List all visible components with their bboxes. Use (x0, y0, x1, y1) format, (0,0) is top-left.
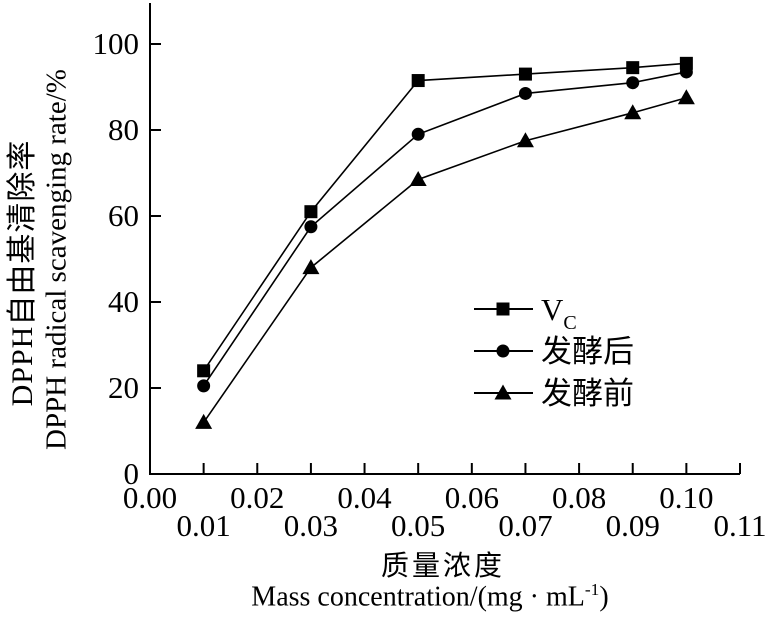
legend-item-1: VC (474, 292, 577, 334)
series-line (202, 71, 687, 387)
y-tick-label: 60 (108, 198, 139, 233)
square-marker (304, 205, 318, 219)
legend-label: VC (541, 292, 577, 334)
y-tick-label: 20 (108, 370, 139, 405)
circle-marker (411, 127, 425, 141)
square-marker (197, 364, 211, 378)
y-tick-label: 40 (108, 284, 139, 319)
series-line (202, 62, 687, 372)
square-marker (626, 61, 640, 75)
x-tick-label-bottom: 0.09 (606, 508, 660, 543)
circle-marker (679, 65, 693, 79)
square-marker (518, 67, 532, 81)
legend-item-2: 发酵后 (474, 334, 634, 369)
circle-marker (304, 220, 318, 234)
y-tick-label: 0 (124, 456, 140, 491)
triangle-marker (624, 104, 642, 120)
x-tick-label-bottom: 0.07 (498, 508, 552, 543)
y-tick-label: 80 (108, 112, 139, 147)
axes (149, 3, 741, 475)
x-axis-title-en-superscript: -1 (584, 580, 600, 599)
series-square (197, 56, 693, 378)
tick-labels: 0 20 40 60 80 100 0.00 0.02 0.04 0.06 0.08 0.10 0.01… (93, 26, 766, 543)
x-axis-title-en: Mass concentration/(mg · mL-1) (180, 580, 680, 613)
x-tick-label-bottom: 0.01 (177, 508, 231, 543)
x-tick-label-bottom: 0.03 (284, 508, 338, 543)
series-line (202, 96, 687, 423)
x-tick-label-bottom: 0.05 (391, 508, 445, 543)
triangle-marker (195, 413, 213, 429)
legend-label: 发酵后 (541, 334, 634, 369)
x-axis-title-en-prefix: Mass concentration/(mg · mL (251, 581, 585, 613)
x-tick-label-top: 0.08 (552, 480, 606, 515)
circle-marker (518, 86, 532, 100)
y-tick-label: 100 (93, 26, 140, 61)
legend-item-3: 发酵前 (474, 376, 634, 411)
y-axis-title-zh: DPPH自由基清除率 (6, 139, 39, 407)
triangle-marker (516, 132, 534, 148)
x-tick-label-bottom: 0.11 (713, 508, 766, 543)
axis-lines (149, 3, 740, 475)
x-tick-label-top: 0.06 (445, 480, 499, 515)
square-marker (411, 74, 425, 88)
triangle-marker (677, 89, 695, 105)
triangle-marker (409, 170, 427, 186)
x-tick-label-top: 0.00 (123, 480, 177, 515)
x-axis-title-en-suffix: ) (599, 581, 609, 613)
x-tick-label-top: 0.04 (337, 480, 392, 515)
circle-marker (496, 344, 510, 358)
circle-marker (626, 76, 640, 90)
series-circle (197, 65, 693, 393)
triangle-marker (494, 384, 512, 400)
x-tick-label-top: 0.10 (659, 480, 713, 515)
triangle-marker (302, 259, 320, 275)
square-marker (496, 302, 510, 316)
x-axis-title-zh: 质量浓度 (380, 551, 505, 582)
y-axis-title-en: DPPH radical scavenging rate/% (40, 69, 73, 450)
circle-marker (197, 379, 211, 393)
series-triangle (195, 89, 695, 429)
legend-label-subscript: C (563, 312, 576, 334)
x-tick-label-top: 0.02 (230, 480, 284, 515)
legend-label: 发酵前 (541, 376, 634, 411)
